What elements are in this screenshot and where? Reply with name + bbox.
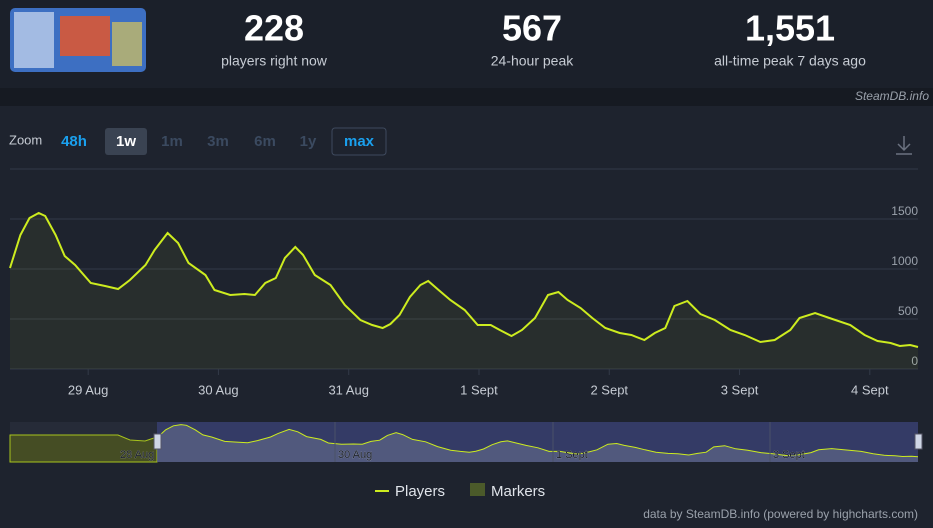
y-tick-label: 1000	[891, 254, 918, 268]
header-bg	[0, 0, 933, 88]
navigator-label: 3 Sept	[773, 449, 805, 461]
zoom-button[interactable]: 48h	[61, 133, 87, 150]
game-art-detail	[112, 22, 142, 66]
game-art-detail	[14, 12, 54, 68]
stat-label: players right now	[221, 53, 328, 69]
navigator-area	[157, 424, 918, 462]
navigator: 28 Aug 30 Aug 1 Sept 3 Sept	[120, 422, 919, 462]
zoom-button[interactable]: 3m	[207, 133, 229, 150]
zoom-buttons: 48h 1w 1m 3m 6m 1y max	[61, 133, 375, 150]
series-line	[9, 211, 919, 348]
zoom-button[interactable]: 1w	[116, 133, 136, 150]
x-tick-label: 29 Aug	[68, 382, 109, 397]
zoom-button-border	[331, 127, 387, 156]
stat-label: 24-hour peak	[491, 53, 575, 69]
navigator-line	[156, 424, 919, 458]
zoom-button[interactable]: 6m	[254, 133, 276, 150]
stat-value: 228	[244, 8, 304, 49]
x-tick-label: 4 Sept	[851, 382, 889, 397]
source-bar	[0, 88, 933, 106]
stat-value: 1,551	[745, 8, 835, 49]
x-tick-label: 31 Aug	[328, 382, 369, 397]
navigator-label: 30 Aug	[338, 449, 372, 461]
plot-area: 0 500 1000 1500 29 Aug 30 Aug 31 Aug 1 Sept 2 Se…	[9, 168, 919, 397]
stat-value: 567	[502, 8, 562, 49]
stat-label: all-time peak 7 days ago	[714, 53, 866, 69]
zoom-label: Zoom	[9, 132, 42, 147]
navigator-handle[interactable]	[914, 433, 923, 450]
zoom-button[interactable]: max	[344, 133, 375, 150]
zoom-button-active	[105, 128, 147, 155]
legend-item[interactable]: Players	[395, 483, 445, 500]
download-icon[interactable]	[896, 136, 912, 155]
y-tick-label: 0	[911, 354, 918, 368]
x-tick-label: 2 Sept	[590, 382, 628, 397]
zoom-button[interactable]: 1m	[161, 133, 183, 150]
x-tick-label: 1 Sept	[460, 382, 498, 397]
source-label[interactable]: SteamDB.info	[855, 89, 929, 103]
navigator-flat-area	[9, 434, 158, 463]
x-tick-label: 3 Sept	[721, 382, 759, 397]
navigator-handle[interactable]	[153, 433, 162, 450]
x-tick-label: 30 Aug	[198, 382, 239, 397]
credit[interactable]: data by SteamDB.info (powered by highcha…	[643, 507, 918, 521]
zoom-button[interactable]: 1y	[300, 133, 317, 150]
series-area	[10, 213, 918, 369]
y-tick-label: 500	[898, 304, 918, 318]
navigator-label: 1 Sept	[556, 449, 588, 461]
game-art-detail	[60, 16, 110, 56]
legend-marker-symbol	[470, 483, 485, 496]
navigator-label: 28 Aug	[120, 449, 154, 461]
legend-item[interactable]: Markers	[491, 483, 545, 500]
y-tick-label: 1500	[891, 204, 918, 218]
